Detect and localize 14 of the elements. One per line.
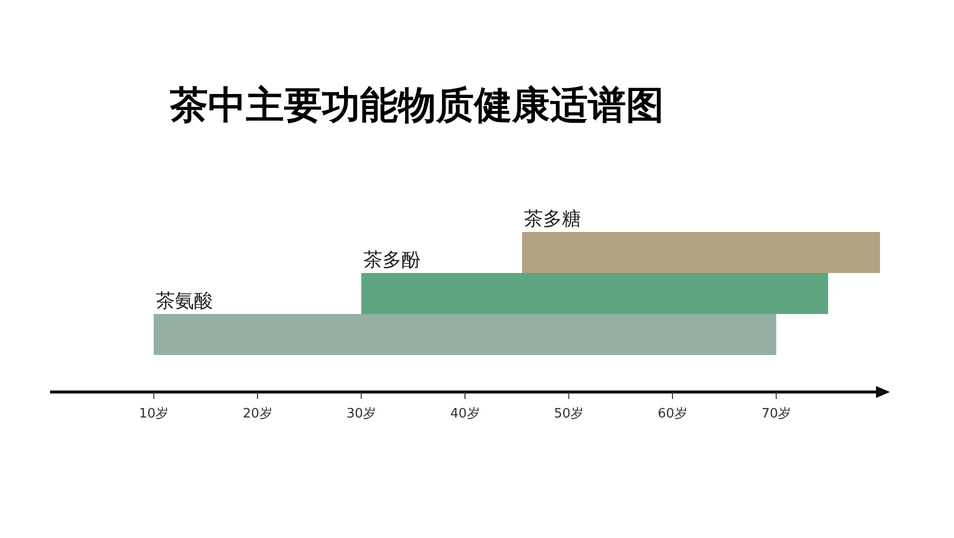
x-tick-label: 20岁: [242, 406, 272, 422]
bar: [361, 273, 828, 314]
annotation: 茶多酚: [363, 249, 420, 271]
annotation: 茶氨酸: [156, 290, 213, 312]
bar: [522, 232, 880, 273]
x-tick-label: 30岁: [346, 406, 376, 422]
text: 茶多糖: [524, 208, 582, 230]
x-tick-label: 40岁: [450, 406, 480, 422]
x-tick-label: 60岁: [658, 406, 688, 422]
x-tick-label: 10岁: [138, 406, 169, 422]
x-tick-label: 70岁: [761, 406, 792, 422]
chart-title: 茶中主要功能物质健康适谱图: [169, 83, 664, 127]
bar: [154, 314, 776, 355]
x-tick-label: 50岁: [554, 406, 584, 422]
